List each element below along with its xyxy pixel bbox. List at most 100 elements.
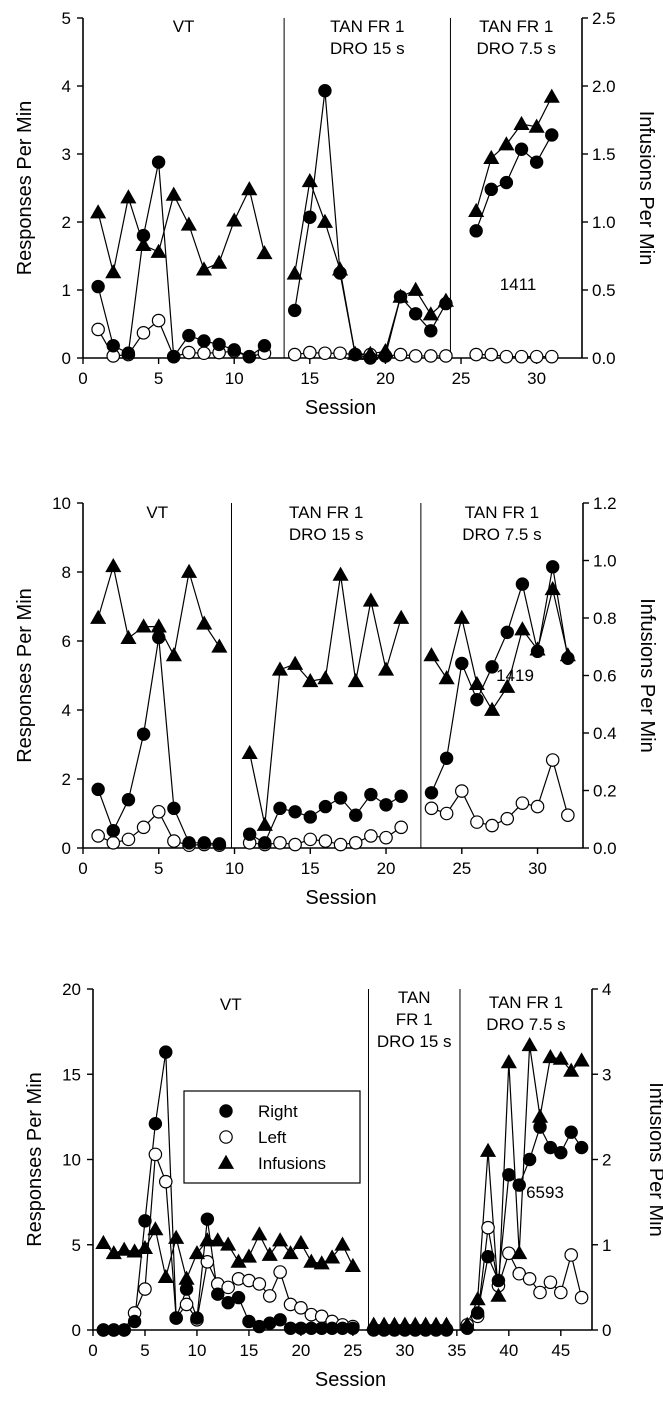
x-tick-label: 0 <box>78 369 87 388</box>
data-point-infusions <box>407 281 424 296</box>
data-point-infusions <box>514 621 531 636</box>
data-point-infusions <box>292 1234 309 1249</box>
data-point-left <box>470 815 484 829</box>
data-point-left <box>529 349 544 364</box>
data-point-right <box>378 349 393 363</box>
series-line-right <box>294 90 447 359</box>
x-tick-label: 40 <box>499 1341 518 1360</box>
x-tick-label: 10 <box>225 859 244 878</box>
data-point-right <box>333 266 347 280</box>
phase-label: TAN FR 1 <box>289 503 363 522</box>
data-point-infusions <box>438 670 455 685</box>
y-tick-label-right: 1.0 <box>593 552 617 571</box>
y-tick-label-left: 5 <box>72 1236 81 1255</box>
y-tick-label-left: 0 <box>62 839 71 858</box>
data-point-right <box>152 630 166 645</box>
data-point-left <box>348 836 363 850</box>
data-point-right <box>212 337 226 352</box>
data-point-right <box>288 805 302 819</box>
data-point-left <box>138 1282 152 1296</box>
data-point-infusions <box>120 189 137 204</box>
data-point-right <box>424 324 438 338</box>
data-point-right <box>485 660 499 674</box>
data-point-left <box>221 1280 235 1295</box>
data-point-right <box>514 142 529 156</box>
data-point-infusions <box>188 1245 206 1260</box>
data-point-right <box>515 577 530 591</box>
data-point-infusions <box>513 115 530 130</box>
data-point-right <box>424 786 439 800</box>
y-tick-label-left: 8 <box>62 563 71 582</box>
series-line-right <box>97 162 265 359</box>
data-point-right <box>91 782 105 797</box>
data-point-infusions <box>95 1234 112 1249</box>
data-point-infusions <box>90 609 107 624</box>
data-point-right <box>408 307 423 321</box>
data-point-right <box>318 799 333 814</box>
y-tick-label-left: 5 <box>62 9 71 28</box>
data-point-right <box>363 351 378 365</box>
data-point-right <box>151 155 166 169</box>
phase-label: TAN FR 1 <box>330 17 404 36</box>
phase-label: TAN FR 1 <box>489 993 563 1012</box>
y-axis-label-left: Responses Per Min <box>14 101 36 276</box>
data-point-right <box>481 1249 495 1264</box>
legend-box <box>183 1090 361 1184</box>
phase-label: DRO 15 s <box>289 525 364 544</box>
data-point-left <box>136 820 151 835</box>
data-point-right <box>106 339 120 353</box>
chart-panel-1: 0 1 2 3 4 5 0.0 0.5 1.0 1.5 2.0 2.5 0 5 10 15 20 25 30 Sess… <box>14 9 657 419</box>
x-tick-label: 5 <box>154 859 163 878</box>
data-point-right <box>522 1152 537 1167</box>
series-line-infusions <box>294 178 447 355</box>
y-axis-label-right: Infusions Per Min <box>635 111 657 266</box>
data-point-right <box>212 837 227 851</box>
legend-label-left: Left <box>258 1128 287 1147</box>
data-point-left <box>469 347 483 362</box>
data-point-right <box>554 1145 568 1160</box>
data-point-infusions <box>168 1229 185 1244</box>
y-tick-label-left: 20 <box>62 980 81 999</box>
y-tick-label-left: 1 <box>62 281 71 300</box>
data-point-right <box>455 656 469 671</box>
data-point-infusions <box>105 558 122 573</box>
data-point-left <box>424 801 439 816</box>
data-point-infusions <box>483 149 500 164</box>
phase-label: FR 1 <box>396 1010 433 1029</box>
data-point-infusions <box>453 609 470 624</box>
data-point-left <box>106 836 121 850</box>
data-point-infusions <box>116 1241 133 1256</box>
data-point-right <box>190 1311 204 1325</box>
data-point-right <box>242 827 257 841</box>
y-tick-label-right: 0.5 <box>592 281 616 300</box>
y-tick-label-left: 15 <box>62 1065 81 1084</box>
data-point-right <box>564 1125 578 1139</box>
data-point-infusions <box>563 1062 580 1077</box>
data-point-infusions <box>302 673 319 688</box>
data-point-left <box>333 346 347 361</box>
data-point-right <box>379 798 393 812</box>
x-axis-label: Session <box>315 1369 386 1391</box>
data-point-left <box>394 820 408 835</box>
data-point-infusions <box>180 216 197 231</box>
data-point-right <box>127 1314 142 1329</box>
y-axis-label-left: Responses Per Min <box>14 588 36 763</box>
data-point-infusions <box>393 609 410 624</box>
phase-label: TAN <box>398 988 431 1007</box>
data-point-right <box>273 801 287 816</box>
data-point-left <box>500 811 515 826</box>
data-point-infusions <box>287 655 304 670</box>
data-point-infusions <box>500 1054 517 1069</box>
data-point-infusions <box>303 1253 320 1268</box>
data-point-infusions <box>211 638 228 653</box>
data-point-infusions <box>543 88 560 103</box>
phase-label: VT <box>173 17 195 36</box>
data-point-infusions <box>240 1248 257 1263</box>
data-point-left <box>151 313 166 328</box>
data-point-infusions <box>157 1268 174 1284</box>
data-point-left <box>197 346 211 361</box>
data-point-right <box>231 1290 246 1305</box>
phase-label: DRO 7.5 s <box>462 525 541 544</box>
series-line-infusions <box>249 574 402 826</box>
x-tick-label: 30 <box>395 1341 414 1360</box>
